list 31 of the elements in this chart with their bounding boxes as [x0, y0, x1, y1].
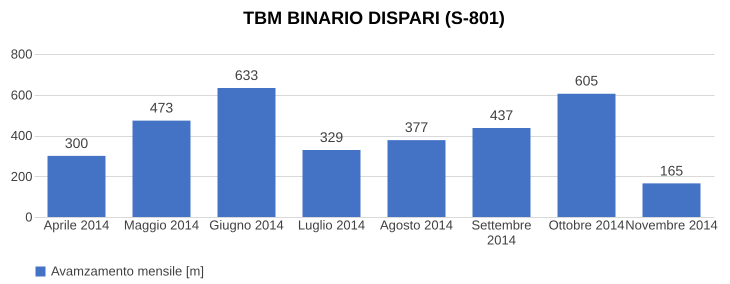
x-tick-label: Novembre 2014: [625, 218, 718, 232]
x-tick-label: Ottobre 2014: [548, 218, 624, 232]
y-tick-label: 200: [10, 168, 32, 184]
bar: [48, 156, 106, 217]
data-label: 329: [320, 128, 344, 145]
bar: [302, 150, 360, 217]
bar: [558, 94, 616, 217]
y-tick-label: 400: [10, 128, 32, 143]
data-label: 165: [660, 162, 684, 178]
data-label: 633: [234, 67, 258, 84]
x-tick-label: Giugno 2014: [209, 218, 284, 232]
y-tick-label: 0: [25, 210, 32, 224]
legend-label: Avamzamento mensile [m]: [51, 264, 204, 278]
data-label: 300: [64, 134, 88, 151]
bar: [642, 183, 700, 217]
bar: [472, 128, 530, 217]
x-tick-label: Agosto 2014: [380, 218, 454, 232]
x-tick-label: Settembre 2014: [472, 218, 532, 248]
x-tick-label: Aprile 2014: [44, 218, 110, 232]
x-tick-label: Luglio 2014: [298, 218, 366, 232]
data-label: 377: [404, 119, 428, 136]
data-label: 473: [150, 100, 174, 116]
bar: [132, 120, 190, 217]
y-tick-label: 600: [10, 87, 32, 102]
bar: [388, 140, 446, 217]
data-label: 437: [490, 106, 514, 123]
x-tick-label: Maggio 2014: [124, 218, 200, 232]
data-label: 605: [574, 72, 598, 89]
chart-title: TBM BINARIO DISPARI (S-801): [243, 8, 505, 28]
bar: [218, 88, 276, 217]
y-tick-label: 800: [10, 46, 32, 62]
